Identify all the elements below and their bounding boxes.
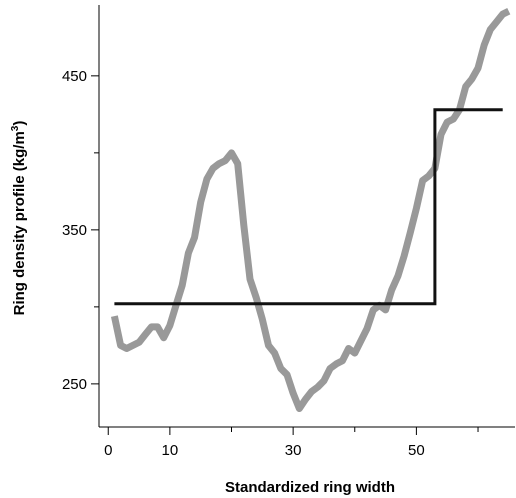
x-tick-label: 10	[162, 442, 179, 459]
y-axis-title-end: )	[11, 121, 28, 126]
plot-area	[99, 5, 515, 427]
series-line-density-profile	[114, 11, 508, 408]
y-axis-title: Ring density profile (kg/m3)	[10, 121, 28, 316]
y-tick-label: 350	[62, 222, 87, 239]
y-ticks: 250 350 450	[62, 68, 99, 393]
series-line-step-mean	[114, 110, 502, 304]
x-axis-title: Standardized ring width	[225, 479, 395, 496]
series	[114, 11, 508, 408]
y-tick-label: 450	[62, 68, 87, 85]
x-tick-label: 30	[285, 442, 302, 459]
y-axis-title-main: Ring density profile (kg/m	[11, 131, 28, 315]
x-tick-label: 50	[408, 442, 425, 459]
x-tick-label: 0	[104, 442, 112, 459]
x-ticks: 0 10 30 50	[104, 427, 478, 459]
y-tick-label: 250	[62, 376, 87, 393]
